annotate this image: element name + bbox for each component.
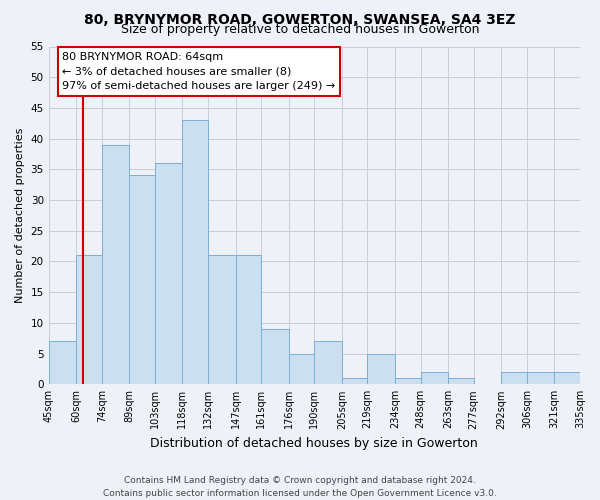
X-axis label: Distribution of detached houses by size in Gowerton: Distribution of detached houses by size … — [151, 437, 478, 450]
Bar — [448, 378, 474, 384]
Bar — [129, 176, 155, 384]
Bar — [76, 256, 102, 384]
Y-axis label: Number of detached properties: Number of detached properties — [15, 128, 25, 303]
Bar — [261, 329, 289, 384]
Bar — [49, 342, 76, 384]
Bar — [102, 145, 129, 384]
Bar — [395, 378, 421, 384]
Bar — [182, 120, 208, 384]
Bar — [554, 372, 580, 384]
Bar — [236, 256, 261, 384]
Bar — [421, 372, 448, 384]
Text: Contains HM Land Registry data © Crown copyright and database right 2024.
Contai: Contains HM Land Registry data © Crown c… — [103, 476, 497, 498]
Text: 80 BRYNYMOR ROAD: 64sqm
← 3% of detached houses are smaller (8)
97% of semi-deta: 80 BRYNYMOR ROAD: 64sqm ← 3% of detached… — [62, 52, 335, 91]
Bar — [342, 378, 367, 384]
Bar — [208, 256, 236, 384]
Bar — [314, 342, 342, 384]
Bar — [289, 354, 314, 384]
Bar — [527, 372, 554, 384]
Bar — [367, 354, 395, 384]
Text: Size of property relative to detached houses in Gowerton: Size of property relative to detached ho… — [121, 22, 479, 36]
Bar — [501, 372, 527, 384]
Bar — [155, 163, 182, 384]
Text: 80, BRYNYMOR ROAD, GOWERTON, SWANSEA, SA4 3EZ: 80, BRYNYMOR ROAD, GOWERTON, SWANSEA, SA… — [84, 12, 516, 26]
